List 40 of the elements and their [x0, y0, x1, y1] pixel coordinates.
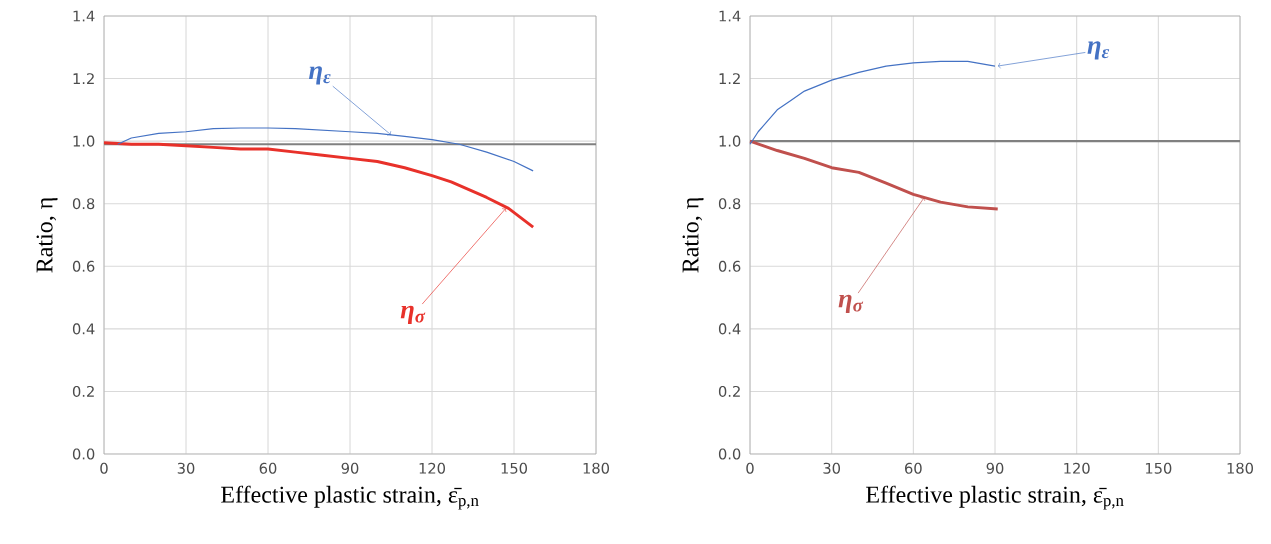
- y-tick-label: 1.2: [73, 73, 94, 85]
- y-tick-label: 0.4: [72, 323, 95, 335]
- y-tick-label: 0.8: [718, 198, 741, 210]
- y-tick-label: 0.4: [718, 323, 741, 335]
- x-tick-label: 0: [746, 462, 754, 474]
- annotation: η$_{ε}$: [309, 66, 331, 85]
- x-axis-title: Effective plastic strain, ε̄$_{p,n}$: [221, 485, 479, 510]
- annotation: η$_{σ}$: [838, 294, 864, 313]
- annotation: η$_{σ}$: [400, 305, 426, 324]
- x-tick-label: 180: [1227, 462, 1254, 474]
- x-tick-label: 60: [259, 462, 277, 474]
- line-series: [102, 141, 535, 229]
- x-tick-label: 90: [986, 462, 1004, 474]
- annotation: η$_{ε}$: [1087, 41, 1110, 60]
- y-tick-label: 1.0: [719, 135, 741, 147]
- y-tick-label: 0.6: [718, 260, 741, 272]
- x-tick-label: 150: [1145, 462, 1172, 474]
- x-axis-title: Effective plastic strain, ε̄$_{p,n}$: [866, 485, 1124, 510]
- x-tick-label: 180: [583, 462, 610, 474]
- y-tick-label: 1.4: [73, 10, 95, 22]
- x-tick-label: 120: [419, 462, 446, 474]
- y-tick-label: 0.2: [718, 385, 740, 397]
- x-tick-label: 60: [905, 462, 922, 474]
- x-tick-label: 90: [341, 462, 359, 474]
- y-tick-label: 1.4: [719, 10, 741, 22]
- line-series: [749, 60, 996, 145]
- y-tick-label: 0.0: [718, 448, 741, 460]
- x-tick-label: 120: [1064, 462, 1090, 474]
- y-tick-label: 0.8: [72, 198, 95, 210]
- x-tick-label: 150: [501, 462, 528, 474]
- y-axis-title: Ratio, η: [682, 198, 704, 273]
- y-axis-title: Ratio, η: [36, 198, 58, 273]
- y-tick-label: 0.0: [72, 448, 95, 460]
- x-tick-label: 30: [177, 462, 195, 474]
- y-tick-label: 0.6: [72, 260, 95, 272]
- y-tick-label: 1.2: [719, 73, 740, 85]
- y-tick-label: 1.0: [73, 135, 95, 147]
- x-tick-label: 0: [100, 462, 108, 474]
- x-tick-label: 30: [823, 462, 841, 474]
- y-tick-label: 0.2: [72, 385, 94, 397]
